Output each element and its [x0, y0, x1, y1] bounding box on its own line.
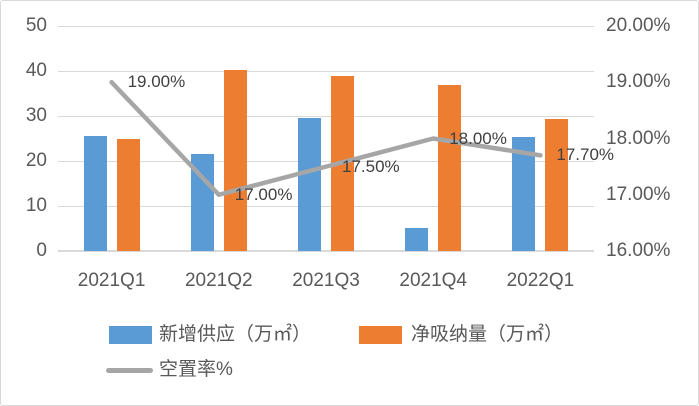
category-label: 2021Q2	[184, 270, 253, 291]
left-axis-tick-label: 20	[25, 150, 47, 171]
right-axis-tick-label: 17.00%	[606, 183, 671, 205]
category-label: 2022Q1	[506, 270, 575, 291]
new-supply-bar	[83, 135, 107, 251]
net-absorption-bar	[223, 69, 247, 251]
right-axis-tick-label: 20.00%	[606, 15, 671, 36]
legend-net-absorption-swatch	[359, 326, 402, 344]
vacancy-rate-data-label: 19.00%	[127, 72, 186, 92]
legend-vacancy-rate-label: 空置率%	[159, 359, 233, 380]
gridline	[58, 250, 594, 252]
left-axis-tick-label: 40	[25, 60, 47, 81]
net-absorption-bar	[116, 138, 140, 251]
vacancy-rate-data-label: 17.50%	[342, 156, 400, 176]
vacancy-rate-data-label: 18.00%	[449, 128, 507, 148]
new-supply-bar	[190, 153, 214, 251]
legend-net-absorption-label: 净吸纳量（万㎡）	[411, 324, 564, 345]
gridline	[58, 25, 594, 27]
net-absorption-bar	[438, 84, 462, 251]
legend-vacancy-rate-swatch	[106, 368, 153, 373]
new-supply-bar	[405, 228, 429, 251]
vacancy-rate-data-label: 17.70%	[556, 145, 615, 165]
net-absorption-bar	[545, 119, 569, 251]
right-axis-tick-label: 16.00%	[606, 240, 671, 261]
gridline	[58, 115, 594, 117]
left-axis-tick-label: 50	[25, 15, 47, 36]
new-supply-bar	[512, 136, 536, 251]
category-label: 2021Q3	[292, 270, 360, 291]
left-axis-tick-label: 30	[25, 105, 47, 126]
vacancy-rate-data-label: 17.00%	[234, 184, 293, 204]
category-label: 2021Q4	[399, 270, 467, 291]
gridline	[58, 70, 594, 72]
right-axis-tick-label: 19.00%	[606, 71, 671, 93]
new-supply-bar	[298, 118, 321, 251]
legend-new-supply-swatch	[109, 326, 152, 344]
left-axis-tick-label: 0	[36, 240, 47, 261]
right-axis-tick-label: 18.00%	[606, 127, 671, 149]
category-label: 2021Q1	[77, 270, 146, 291]
gridline	[58, 205, 594, 207]
legend-new-supply-label: 新增供应（万㎡）	[159, 324, 312, 345]
left-axis-tick-label: 10	[25, 195, 47, 216]
